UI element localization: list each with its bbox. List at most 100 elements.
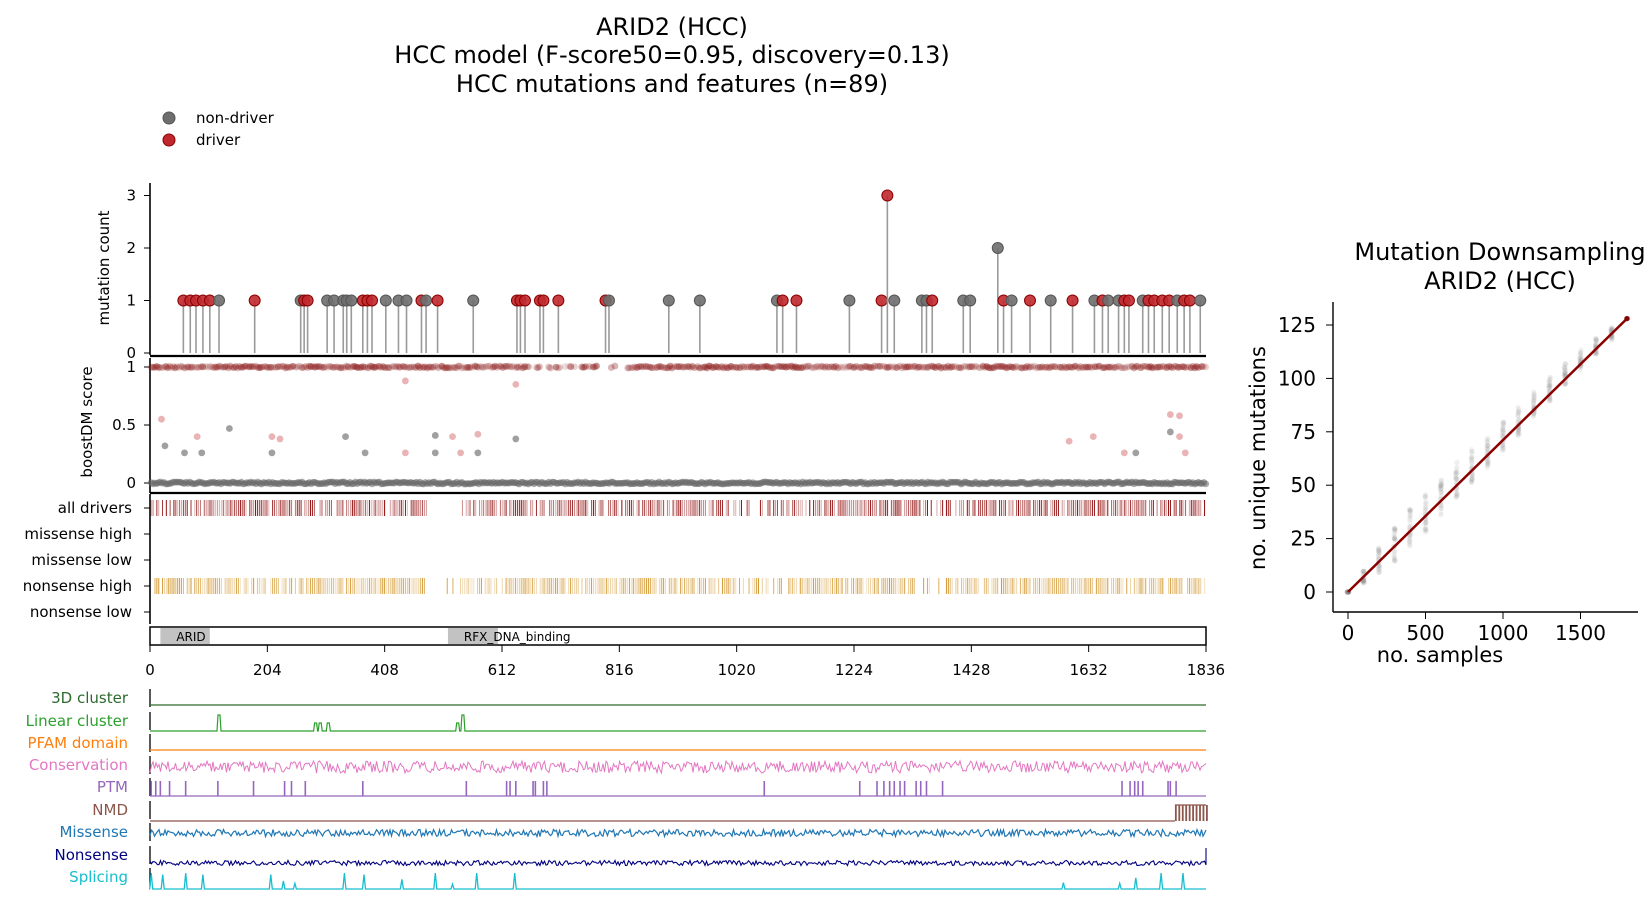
boostdm-driver-point (215, 362, 223, 370)
boostdm-driver-point (806, 363, 814, 370)
boostdm-driver-point (981, 363, 989, 371)
boostdm-driver-point (782, 363, 790, 371)
downsampling-replicate-point (1437, 503, 1444, 510)
downsampling-replicate-point (1391, 548, 1398, 554)
non-driver-lollipop-head (420, 294, 433, 307)
downsampling-replicate-point (1577, 350, 1584, 356)
boostdm-driver-point (889, 364, 897, 371)
boostdm-driver-point (217, 363, 225, 371)
downsampling-replicate-point (1453, 460, 1460, 466)
downsampling-replicate-point (1377, 565, 1383, 571)
boostdm-driver-point (1016, 364, 1024, 371)
boostdm-driver-point (650, 364, 658, 372)
boostdm-driver-point (841, 363, 849, 370)
boostdm-driver-point (1112, 363, 1119, 371)
boostdm-driver-point (149, 363, 157, 371)
lollipop-ytick-label: 0 (126, 344, 136, 362)
boostdm-driver-point (488, 364, 496, 372)
conservation-line (149, 759, 1207, 775)
downsampling-replicate-point (1593, 337, 1599, 343)
boostdm-driver-point (396, 363, 404, 371)
downsampling-replicate-point (1516, 430, 1522, 436)
downsampling-replicate-point (1577, 352, 1583, 358)
boostdm-outlier-point (161, 442, 169, 450)
boostdm-outlier-point (198, 449, 206, 457)
downsampling-replicate-point (1531, 412, 1537, 418)
non-driver-lollipop-head (400, 294, 413, 307)
downsampling-replicate-point (1563, 361, 1569, 367)
feature-track-label: Missense (59, 823, 128, 841)
boostdm-driver-point (742, 363, 750, 371)
boostdm-driver-point (399, 363, 407, 370)
boostdm-driver-point (337, 364, 345, 372)
downsampling-replicate-point (1437, 480, 1443, 487)
boostdm-driver-point (410, 363, 418, 371)
boostdm-driver-point (477, 362, 485, 370)
downsampling-replicate-point (1376, 563, 1382, 569)
downsampling-replicate-point (1423, 519, 1429, 526)
boostdm-driver-point (1021, 364, 1029, 372)
downsampling-replicate-point (1593, 342, 1599, 348)
boostdm-driver-point (690, 364, 698, 372)
boostdm-driver-point (970, 363, 978, 371)
downsampling-replicate-point (1375, 552, 1382, 558)
boostdm-driver-point (872, 362, 880, 370)
boostdm-ytick-label: 0 (126, 474, 136, 492)
boostdm-driver-point (786, 363, 794, 371)
downsampling-replicate-point (1578, 353, 1584, 360)
downsampling-replicate-point (1423, 502, 1429, 509)
boostdm-driver-point (591, 363, 599, 371)
downsampling-xtick-label: 500 (1406, 621, 1444, 645)
driver-lollipop-head (1183, 294, 1196, 307)
downsampling-replicate-point (1361, 579, 1367, 585)
downsampling-replicate-point (1407, 507, 1414, 513)
downsampling-replicate-point (1361, 568, 1367, 574)
boostdm-driver-point (747, 363, 755, 371)
downsampling-replicate-point (1453, 476, 1459, 482)
boostdm-driver-point (374, 363, 381, 370)
boostdm-driver-point (867, 363, 875, 371)
boostdm-driver-point (946, 364, 954, 372)
boostdm-driver-point (1137, 364, 1145, 371)
boostdm-driver-point (628, 364, 635, 372)
downsampling-replicate-point (1438, 485, 1444, 492)
downsampling-replicate-point (1423, 519, 1429, 525)
boostdm-driver-point (462, 364, 470, 372)
boostdm-driver-point (456, 362, 464, 370)
boostdm-driver-point (814, 362, 821, 370)
legend-non-driver-marker (162, 111, 176, 125)
downsampling-replicate-point (1609, 337, 1615, 343)
boostdm-driver-point (278, 363, 286, 370)
driver-lollipop-head (776, 294, 789, 307)
boostdm-driver-point (438, 362, 446, 370)
boostdm-driver-point (998, 363, 1005, 370)
non-driver-lollipop-head (1194, 294, 1207, 307)
boostdm-driver-point (155, 364, 162, 371)
boostdm-driver-point (188, 363, 196, 371)
boostdm-driver-point (239, 363, 247, 371)
downsampling-replicate-point (1375, 554, 1381, 560)
boostdm-driver-point (766, 364, 773, 371)
downsampling-replicate-point (1406, 524, 1412, 530)
downsampling-replicate-point (1515, 432, 1521, 438)
boostdm-driver-point (324, 364, 332, 371)
boostdm-driver-point (1183, 363, 1191, 371)
boostdm-driver-point (285, 364, 293, 372)
driver-lollipop-head (552, 294, 565, 307)
boostdm-driver-point (961, 362, 969, 370)
boostdm-driver-point (727, 362, 735, 370)
downsampling-replicate-point (1501, 430, 1507, 436)
boostdm-driver-point (175, 364, 183, 372)
downsampling-replicate-point (1594, 340, 1600, 347)
boostdm-driver-point (858, 364, 865, 372)
downsampling-replicate-point (1546, 385, 1552, 391)
downsampling-replicate-point (1516, 426, 1522, 433)
downsampling-replicate-point (1500, 433, 1506, 439)
boostdm-driver-point (469, 364, 477, 371)
boostdm-driver-point (304, 364, 311, 372)
boostdm-driver-point (322, 363, 330, 370)
boostdm-driver-point (815, 364, 823, 371)
downsampling-replicate-point (1593, 351, 1600, 357)
downsampling-replicate-point (1562, 380, 1568, 387)
boostdm-driver-point (1029, 363, 1037, 371)
